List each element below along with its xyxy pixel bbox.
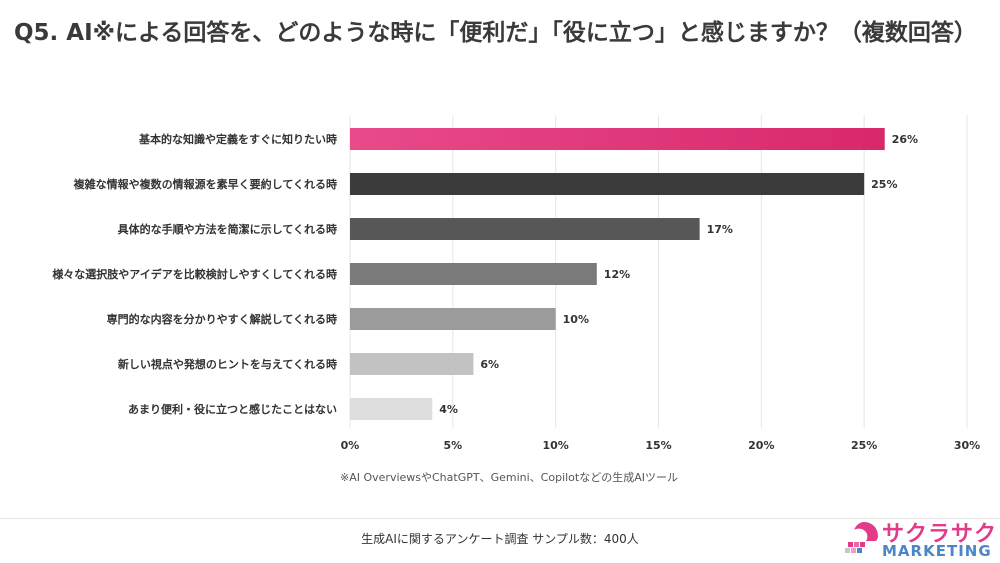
- x-tick-label: 0%: [341, 439, 360, 452]
- brand-logo: サクラサク MARKETING: [842, 516, 1000, 563]
- bar-chart: 基本的な知識や定義をすぐに知りたい時複雑な情報や複数の情報源を素早く要約してくれ…: [52, 115, 981, 452]
- x-tick-label: 20%: [748, 439, 774, 452]
- sakura-logo-icon: [845, 522, 878, 553]
- bar: [350, 263, 597, 285]
- category-labels: 基本的な知識や定義をすぐに知りたい時複雑な情報や複数の情報源を素早く要約してくれ…: [52, 132, 337, 416]
- category-label: 様々な選択肢やアイデアを比較検討しやすくしてくれる時: [52, 267, 337, 281]
- bars: [350, 128, 885, 420]
- chart-title: Q5. AI※による回答を、どのような時に「便利だ」「役に立つ」と感じますか？（…: [14, 20, 977, 46]
- category-label: 基本的な知識や定義をすぐに知りたい時: [138, 132, 337, 146]
- bar: [350, 128, 885, 150]
- data-label: 10%: [563, 313, 589, 326]
- logo-text-marketing: MARKETING: [882, 542, 992, 560]
- category-label: 新しい視点や発想のヒントを与えてくれる時: [118, 357, 337, 371]
- category-label: 複雑な情報や複数の情報源を素早く要約してくれる時: [73, 177, 337, 191]
- category-label: 具体的な手順や方法を简潔に示してくれる時: [118, 222, 337, 236]
- logo-text-sakurasaku: サクラサク: [882, 522, 998, 547]
- x-axis-ticks: 0% 5% 10% 15% 20% 25% 30%: [341, 439, 981, 452]
- category-label: 専門的な内容を分かりやすく解説してくれる時: [107, 312, 337, 326]
- bar: [350, 173, 865, 195]
- x-tick-label: 10%: [542, 439, 568, 452]
- category-label: あまり便利・役に立つと感じたことはない: [128, 402, 337, 416]
- bar: [350, 398, 433, 420]
- data-label: 26%: [892, 133, 918, 146]
- survey-source: 生成AIに関するアンケート調査 サンプル数：400人: [361, 532, 639, 546]
- data-label: 6%: [480, 358, 499, 371]
- data-labels: 26% 25% 17% 12% 10% 6% 4%: [439, 133, 918, 416]
- footnote: ※AI OverviewsやChatGPT、Gemini、Copilotなどの生…: [340, 471, 678, 484]
- x-tick-label: 25%: [851, 439, 877, 452]
- data-label: 4%: [439, 403, 458, 416]
- x-tick-label: 30%: [954, 439, 980, 452]
- bar: [350, 308, 556, 330]
- x-tick-label: 15%: [645, 439, 671, 452]
- data-label: 17%: [707, 223, 733, 236]
- data-label: 12%: [604, 268, 630, 281]
- divider: [0, 518, 1000, 519]
- bar: [350, 353, 474, 375]
- bar: [350, 218, 700, 240]
- x-tick-label: 5%: [443, 439, 462, 452]
- data-label: 25%: [871, 178, 897, 191]
